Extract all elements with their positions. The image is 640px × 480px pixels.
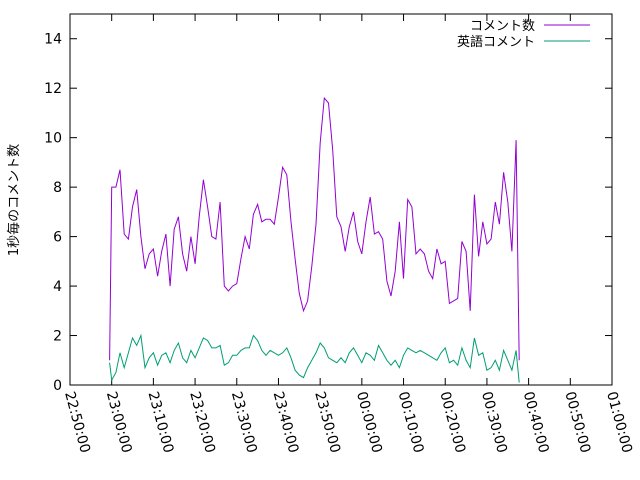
legend: コメント数 英語コメント [457, 19, 590, 50]
y-axis-label: 1秒毎のコメント数 [6, 144, 22, 256]
legend-label-english-comment: 英語コメント [457, 34, 535, 50]
y-tick-label: 4 [53, 279, 62, 295]
y-tick-label: 12 [44, 81, 62, 97]
series-layer [109, 96, 520, 383]
x-tick-label: 23:30:00 [228, 390, 260, 455]
y-tick-label: 0 [53, 378, 62, 394]
x-tick-label: 00:40:00 [520, 390, 552, 455]
x-tick-label: 23:00:00 [103, 390, 135, 455]
x-tick-label: 22:50:00 [61, 390, 93, 455]
x-tick-label: 01:00:00 [603, 390, 635, 455]
x-tick-label: 00:20:00 [436, 390, 468, 455]
y-tick-label: 14 [44, 32, 62, 48]
x-tick-label: 23:20:00 [186, 390, 218, 455]
plot-frame [69, 13, 613, 386]
x-tick-label: 23:10:00 [145, 390, 177, 455]
y-tick-label: 10 [44, 131, 62, 147]
y-axis: 0 2 4 6 8 10 12 14 [44, 32, 612, 394]
x-tick-label: 00:30:00 [478, 390, 510, 455]
x-tick-label: 00:50:00 [561, 390, 593, 455]
x-tick-label: 23:50:00 [311, 390, 343, 455]
legend-label-comment-count: コメント数 [470, 19, 535, 34]
y-tick-label: 2 [53, 329, 62, 345]
y-tick-label: 8 [53, 180, 62, 196]
x-tick-label: 00:10:00 [395, 390, 427, 455]
x-tick-label: 00:00:00 [353, 390, 385, 455]
y-tick-label: 6 [53, 230, 62, 246]
x-tick-label: 23:40:00 [270, 390, 302, 455]
series-line-1 [109, 333, 520, 383]
series-line-0 [109, 96, 520, 361]
